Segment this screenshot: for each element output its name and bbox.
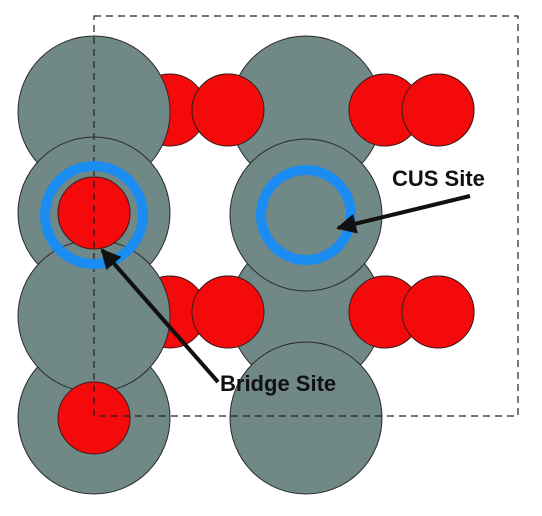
cus-arrow [336,194,471,234]
metal-atoms-right [229,35,383,495]
bridge-arrow [100,248,220,384]
cus-site-label: CUS Site [392,166,485,191]
oxygen-atom [191,73,265,147]
unit-cell-border [93,15,519,417]
oxygen-atom [401,73,475,147]
oxygen-atom [57,381,131,455]
bridge-site-label: Bridge Site [220,371,336,396]
oxygen-atom [401,275,475,349]
oxygen-atoms-front-right [191,73,475,349]
oxygen-atom [191,275,265,349]
bridge-site-ring [40,161,148,269]
metal-atom-cus [229,138,383,292]
oxygen-atom-bridge [57,176,131,250]
oxygen-atoms-left [57,176,131,455]
metal-atom [229,341,383,495]
